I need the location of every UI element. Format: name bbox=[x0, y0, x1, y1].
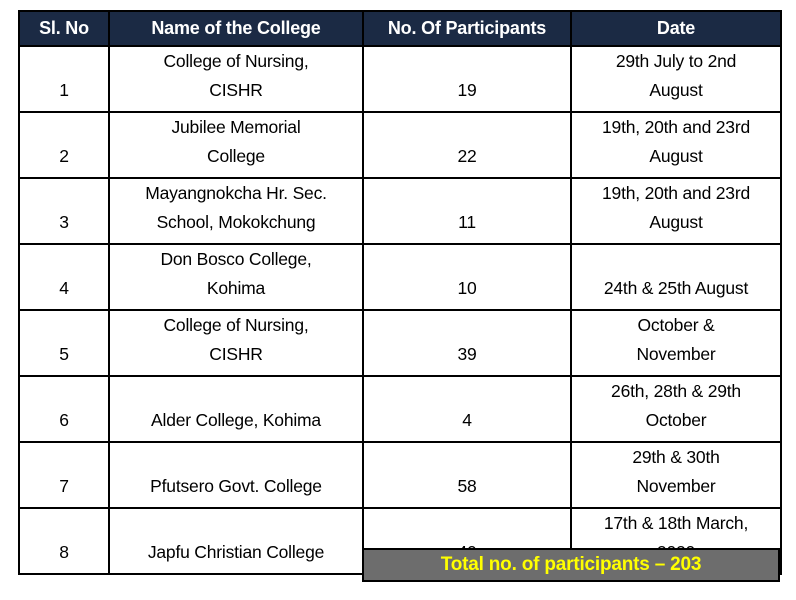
cell-sl-no: 4 bbox=[18, 243, 110, 311]
cell-date: 24th & 25th August bbox=[570, 243, 782, 311]
cell-participants: 10 bbox=[362, 243, 572, 311]
cell-date: 26th, 28th & 29th October bbox=[570, 375, 782, 443]
cell-college: College of Nursing, CISHR bbox=[108, 309, 364, 377]
table-row: 4 Don Bosco College, Kohima 10 24th & 25… bbox=[18, 243, 782, 311]
cell-college: College of Nursing, CISHR bbox=[108, 45, 364, 113]
header-date: Date bbox=[570, 10, 782, 47]
cell-participants: 11 bbox=[362, 177, 572, 245]
table-row: 1 College of Nursing, CISHR 19 29th July… bbox=[18, 45, 782, 113]
cell-sl-no: 7 bbox=[18, 441, 110, 509]
cell-sl-no: 1 bbox=[18, 45, 110, 113]
table-row: 2 Jubilee Memorial College 22 19th, 20th… bbox=[18, 111, 782, 179]
cell-college: Japfu Christian College bbox=[108, 507, 364, 575]
table-row: 7 Pfutsero Govt. College 58 29th & 30th … bbox=[18, 441, 782, 509]
cell-sl-no: 2 bbox=[18, 111, 110, 179]
cell-sl-no: 5 bbox=[18, 309, 110, 377]
table-row: 5 College of Nursing, CISHR 39 October &… bbox=[18, 309, 782, 377]
total-participants-label: Total no. of participants – 203 bbox=[440, 554, 702, 575]
cell-sl-no: 8 bbox=[18, 507, 110, 575]
table-row: 6 Alder College, Kohima 4 26th, 28th & 2… bbox=[18, 375, 782, 443]
cell-participants: 19 bbox=[362, 45, 572, 113]
cell-college: Pfutsero Govt. College bbox=[108, 441, 364, 509]
cell-college: Mayangnokcha Hr. Sec. School, Mokokchung bbox=[108, 177, 364, 245]
header-row: Sl. No Name of the College No. Of Partic… bbox=[18, 10, 782, 47]
cell-college: Don Bosco College, Kohima bbox=[108, 243, 364, 311]
table-row: 3 Mayangnokcha Hr. Sec. School, Mokokchu… bbox=[18, 177, 782, 245]
cell-date: 19th, 20th and 23rd August bbox=[570, 111, 782, 179]
header-college-name: Name of the College bbox=[108, 10, 364, 47]
header-sl-no: Sl. No bbox=[18, 10, 110, 47]
cell-college: Jubilee Memorial College bbox=[108, 111, 364, 179]
cell-date: October & November bbox=[570, 309, 782, 377]
total-participants-bar: Total no. of participants – 203 bbox=[362, 548, 780, 582]
cell-date: 19th, 20th and 23rd August bbox=[570, 177, 782, 245]
cell-college: Alder College, Kohima bbox=[108, 375, 364, 443]
cell-participants: 39 bbox=[362, 309, 572, 377]
participants-table: Sl. No Name of the College No. Of Partic… bbox=[18, 10, 782, 575]
cell-sl-no: 3 bbox=[18, 177, 110, 245]
cell-participants: 58 bbox=[362, 441, 572, 509]
cell-date: 29th July to 2nd August bbox=[570, 45, 782, 113]
header-participants: No. Of Participants bbox=[362, 10, 572, 47]
cell-participants: 4 bbox=[362, 375, 572, 443]
cell-sl-no: 6 bbox=[18, 375, 110, 443]
cell-participants: 22 bbox=[362, 111, 572, 179]
cell-date: 29th & 30th November bbox=[570, 441, 782, 509]
